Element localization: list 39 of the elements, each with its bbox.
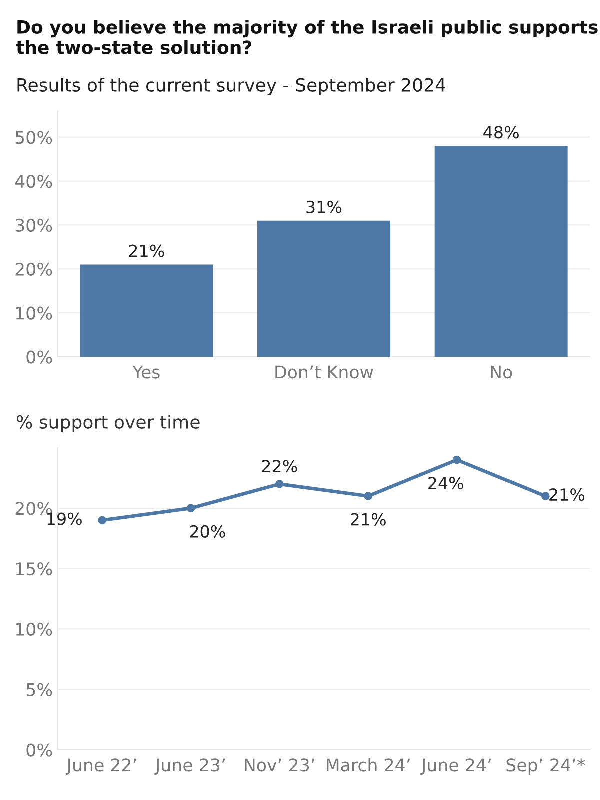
y-tick-label: 30% [16, 218, 52, 232]
chart-title: % support over time [16, 415, 200, 432]
point [186, 504, 196, 513]
data-label: 24% [428, 477, 464, 490]
y-tick-label: 0% [26, 744, 52, 757]
y-tick-label: 20% [16, 262, 52, 276]
x-tick-label: Don’t Know [276, 366, 374, 379]
chart-subtitle: Results of the current survey - September 2024 [18, 78, 446, 96]
point [452, 456, 462, 464]
data-label: 21% [351, 513, 386, 526]
x-tick-label: Sep’ 24’* [506, 758, 586, 776]
y-tick-label: 10% [16, 306, 52, 320]
point [364, 492, 372, 500]
bar [258, 220, 390, 357]
x-tick-label: Yes [132, 366, 160, 379]
y-tick-label: 50% [16, 131, 52, 144]
point [542, 492, 550, 500]
data-label: 21% [550, 488, 585, 502]
y-tick-label: 15% [16, 562, 52, 576]
data-label: 48% [484, 126, 519, 139]
x-tick-label: June 22’ [66, 758, 136, 775]
y-tick-label: 0% [26, 350, 52, 364]
data-label: 31% [306, 200, 342, 214]
data-label: 21% [129, 244, 164, 258]
y-tick-label: 40% [15, 174, 52, 188]
x-tick-label: March 24’ [327, 758, 410, 772]
x-tick-label: June 24’ [420, 758, 491, 775]
point [276, 480, 284, 488]
x-tick-label: No [491, 366, 512, 379]
y-tick-label: 5% [26, 683, 52, 696]
x-tick-label: June 23’ [154, 758, 225, 775]
chart-title: Do you believe the majority of the Israeli public supports the two-state solution? [16, 20, 598, 54]
data-label: 20% [190, 525, 226, 538]
bar [434, 146, 568, 357]
point [98, 516, 106, 525]
data-label: 22% [262, 460, 298, 473]
x-tick-label: Nov’ 23’ [245, 758, 314, 772]
y-tick-label: 10% [16, 622, 52, 636]
bar [80, 264, 214, 357]
